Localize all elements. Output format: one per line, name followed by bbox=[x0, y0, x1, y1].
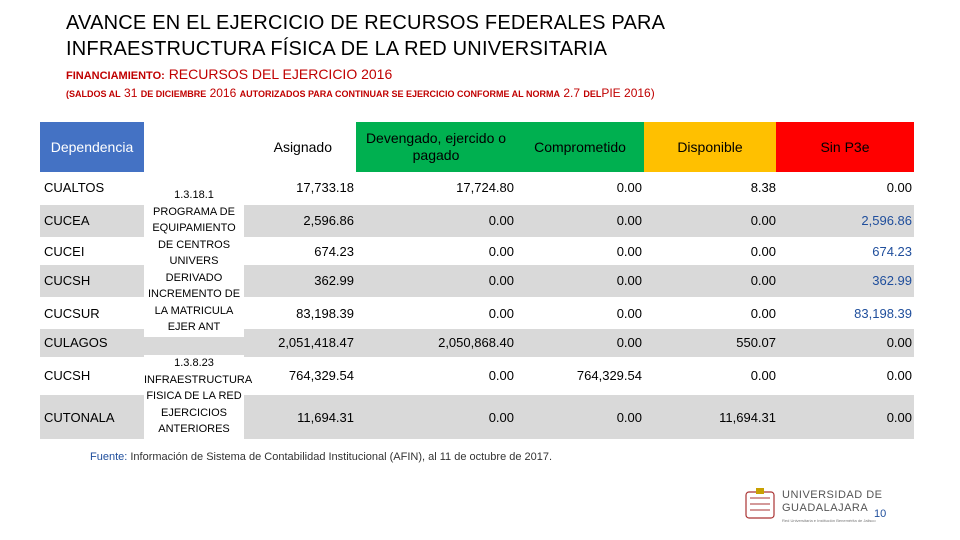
row-asignado: 764,329.54 bbox=[288, 368, 354, 383]
row-sinpe: 362.99 bbox=[872, 273, 912, 288]
row-sinpe: 83,198.39 bbox=[854, 306, 912, 321]
row-comprometido: 0.00 bbox=[616, 273, 642, 288]
row-dependencia: CUALTOS bbox=[44, 180, 105, 195]
row-asignado: 2,051,418.47 bbox=[278, 335, 354, 350]
footer-text: Información de Sistema de Contabilidad I… bbox=[130, 451, 553, 463]
row-sinpe: 2,596.86 bbox=[861, 213, 912, 228]
row-comprometido: 0.00 bbox=[616, 213, 642, 228]
header-comprometido: Comprometido bbox=[516, 122, 644, 172]
row-asignado: 11,694.31 bbox=[297, 410, 354, 425]
university-name: UNIVERSIDAD DE GUADALAJARA bbox=[782, 489, 883, 515]
row-dependencia: CUCEA bbox=[44, 213, 90, 228]
row-devengado: 17,724.80 bbox=[456, 180, 514, 195]
title-line-1: AVANCE EN EL EJERCICIO DE RECURSOS FEDER… bbox=[66, 12, 666, 34]
row-disponible: 0.00 bbox=[750, 213, 776, 228]
row-asignado: 2,596.86 bbox=[303, 213, 354, 228]
program-label-2: 1.3.8.23 INFRAESTRUCTURA FISICA DE LA RE… bbox=[144, 355, 252, 439]
header-disponible: Disponible bbox=[644, 122, 776, 172]
university-name-line-2: GUADALAJARA bbox=[782, 502, 869, 514]
row-sinpe: 674.23 bbox=[872, 244, 912, 259]
row-devengado: 2,050,868.40 bbox=[438, 335, 514, 350]
footer-label: Fuente: bbox=[90, 451, 128, 463]
row-dependencia: CUCSUR bbox=[44, 306, 100, 321]
row-devengado: 0.00 bbox=[488, 244, 514, 259]
university-name-line-1: UNIVERSIDAD DE bbox=[782, 489, 883, 501]
row-disponible: 0.00 bbox=[750, 244, 776, 259]
row-comprometido: 0.00 bbox=[616, 335, 642, 350]
row-comprometido: 764,329.54 bbox=[576, 368, 642, 383]
university-subtitle: Red Universitaria e Institución Beneméri… bbox=[782, 518, 876, 523]
header-asignado: Asignado bbox=[144, 122, 362, 172]
row-sinpe: 0.00 bbox=[886, 410, 912, 425]
header-comprometido-label: Comprometido bbox=[534, 138, 626, 155]
row-dependencia: CUTONALA bbox=[44, 410, 115, 425]
university-seal-icon bbox=[745, 488, 775, 519]
saldos-pie: PIE 2016) bbox=[601, 86, 655, 100]
header-sinpe: Sin P3e bbox=[776, 122, 914, 172]
row-devengado: 0.00 bbox=[488, 213, 514, 228]
header-sinpe-label: Sin P3e bbox=[820, 138, 870, 155]
row-asignado: 83,198.39 bbox=[296, 306, 354, 321]
row-dependencia: CUCSH bbox=[44, 273, 91, 288]
row-disponible: 11,694.31 bbox=[719, 410, 776, 425]
row-disponible: 0.00 bbox=[750, 273, 776, 288]
saldos-mid3: DEL bbox=[583, 89, 602, 99]
footer-source: Fuente: Información de Sistema de Contab… bbox=[90, 451, 552, 463]
row-comprometido: 0.00 bbox=[616, 244, 642, 259]
row-disponible: 8.38 bbox=[750, 180, 776, 195]
row-disponible: 0.00 bbox=[750, 306, 776, 321]
saldos-year: 2016 bbox=[209, 86, 237, 100]
row-devengado: 0.00 bbox=[488, 306, 514, 321]
header-asignado-label: Asignado bbox=[273, 138, 332, 155]
row-asignado: 674.23 bbox=[314, 244, 354, 259]
row-sinpe: 0.00 bbox=[886, 368, 912, 383]
saldos-line: (SALDOS AL 31 DE DICIEMBRE 2016 AUTORIZA… bbox=[66, 86, 655, 100]
financing-line: FINANCIAMIENTO: RECURSOS DEL EJERCICIO 2… bbox=[66, 66, 392, 82]
row-sinpe: 0.00 bbox=[886, 335, 912, 350]
page-title: AVANCE EN EL EJERCICIO DE RECURSOS FEDER… bbox=[66, 10, 665, 62]
header-dependencia-label: Dependencia bbox=[50, 138, 134, 155]
row-devengado: 0.00 bbox=[488, 410, 514, 425]
saldos-norma: 2.7 bbox=[563, 86, 580, 100]
page-number: 10 bbox=[874, 508, 887, 520]
row-disponible: 0.00 bbox=[750, 368, 776, 383]
row-asignado: 17,733.18 bbox=[296, 180, 354, 195]
header-devengado: Devengado, ejercido o pagado bbox=[356, 122, 516, 172]
financing-value: RECURSOS DEL EJERCICIO 2016 bbox=[168, 66, 393, 82]
row-dependencia: CUCEI bbox=[44, 244, 85, 259]
row-dependencia: CULAGOS bbox=[44, 335, 108, 350]
row-devengado: 0.00 bbox=[488, 368, 514, 383]
saldos-mid2: AUTORIZADOS PARA CONTINUAR SE EJERCICIO … bbox=[239, 89, 560, 99]
row-comprometido: 0.00 bbox=[616, 180, 642, 195]
financing-label: FINANCIAMIENTO: bbox=[66, 70, 165, 82]
program-label-1: 1.3.18.1 PROGRAMA DE EQUIPAMIENTO DE CEN… bbox=[144, 187, 244, 337]
row-asignado: 362.99 bbox=[314, 273, 354, 288]
row-comprometido: 0.00 bbox=[616, 410, 642, 425]
row-devengado: 0.00 bbox=[488, 273, 514, 288]
saldos-open: (SALDOS AL bbox=[66, 89, 121, 99]
title-line-2: INFRAESTRUCTURA FÍSICA DE LA RED UNIVERS… bbox=[66, 38, 608, 60]
header-disponible-label: Disponible bbox=[677, 138, 743, 155]
saldos-mid1: DE DICIEMBRE bbox=[140, 89, 207, 99]
saldos-date: 31 bbox=[124, 86, 138, 100]
header-devengado-label: Devengado, ejercido o pagado bbox=[365, 130, 507, 163]
row-disponible: 550.07 bbox=[736, 335, 776, 350]
row-dependencia: CUCSH bbox=[44, 368, 91, 383]
row-comprometido: 0.00 bbox=[616, 306, 642, 321]
header-dependencia: Dependencia bbox=[40, 122, 144, 172]
row-sinpe: 0.00 bbox=[886, 180, 912, 195]
